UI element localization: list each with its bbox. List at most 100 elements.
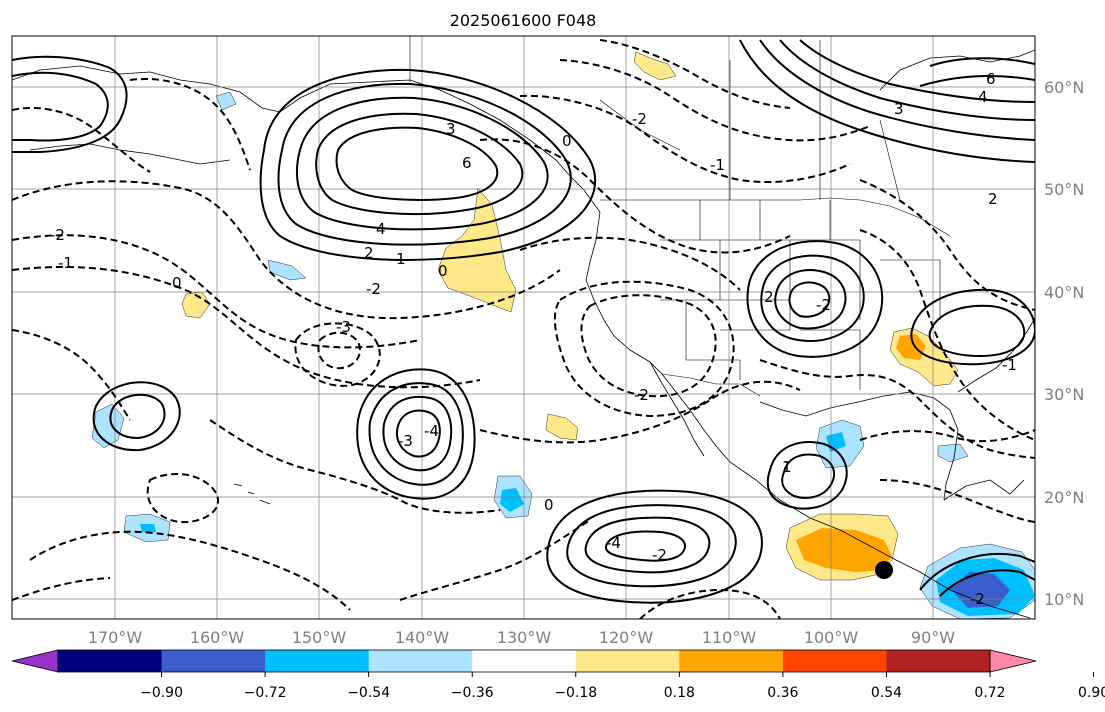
contour-label: -2 xyxy=(634,386,649,404)
colorbar-cells xyxy=(11,649,1037,673)
contour-neg-8 xyxy=(559,59,871,142)
contour-label: 2 xyxy=(764,288,774,306)
contour-neg-4 xyxy=(294,322,381,387)
contour-label: -2 xyxy=(652,546,667,564)
contour-high-gulf-alaska-3 xyxy=(295,96,549,231)
colorbar-cell xyxy=(368,650,473,672)
lon-tick-label: 130°W xyxy=(497,628,552,647)
contour-northeast-6 xyxy=(919,75,1035,87)
colorbar-tick-label: 0.36 xyxy=(767,685,798,701)
contour-neg-20 xyxy=(12,577,111,601)
shade-cyan-hawaii xyxy=(140,524,156,532)
contour-low-central-pacific-2 xyxy=(368,382,464,486)
shade-blue-central-pacific xyxy=(267,259,307,281)
contour-northeast-1 xyxy=(739,39,1035,163)
coastlines xyxy=(12,36,1035,619)
contour-neg-6 xyxy=(479,138,791,254)
lon-tick-label: 160°W xyxy=(190,628,245,647)
contour-label: 2 xyxy=(364,244,374,262)
contour-high-gulf-alaska-5 xyxy=(335,126,499,201)
solid-contours xyxy=(12,39,1035,604)
storm-center-dot xyxy=(875,561,893,579)
contour-label: -1 xyxy=(58,254,73,272)
contour-southeast-low xyxy=(910,288,1035,366)
contour-low-plains-1 xyxy=(746,240,884,358)
map-title: 2025061600 F048 xyxy=(450,11,597,30)
yucatan xyxy=(943,479,1025,501)
longitude-axis: 170°W 160°W 150°W 140°W 130°W 120°W 110°… xyxy=(88,628,955,647)
hawaii-islands xyxy=(233,483,271,505)
contour-neg-5 xyxy=(317,331,361,370)
lat-tick-label: 40°N xyxy=(1044,283,1084,302)
contour-label: 6 xyxy=(986,70,996,88)
contour-low-plains-4 xyxy=(788,281,831,318)
contour-neg-17 xyxy=(209,419,501,514)
colorbar-tick-label: −0.36 xyxy=(451,685,494,701)
map-area: 6 4 3 2 1 0 0 -1 -2 -2 -3 -3 -4 6 4 3 2 … xyxy=(12,36,1035,619)
contour-label: -4 xyxy=(424,422,439,440)
dashed-contours xyxy=(12,39,1035,619)
contour-label: -2 xyxy=(50,226,65,244)
contour-low-eastern-pacific-3 xyxy=(584,516,711,574)
contour-label: -2 xyxy=(366,280,381,298)
contour-label: 3 xyxy=(894,100,904,118)
contour-high-gulf-alaska-2 xyxy=(277,82,572,246)
contour-neg-3 xyxy=(12,266,481,389)
colorbar-cell xyxy=(472,650,577,672)
colorbar-extend-low xyxy=(11,649,59,673)
lat-tick-label: 10°N xyxy=(1044,590,1084,609)
contour-northeast-5 xyxy=(929,57,1035,67)
colorbar: −0.90 −0.72 −0.54 −0.36 −0.18 0.18 0.36 0.54 0.7… xyxy=(11,649,1105,701)
contour-low-eastern-pacific-2 xyxy=(566,504,737,588)
colorbar-tick-label: 0.72 xyxy=(974,685,1005,701)
contour-neg-18 xyxy=(146,473,220,524)
contour-neg-23 xyxy=(859,429,1035,443)
contour-label: -3 xyxy=(398,432,413,450)
map-frame xyxy=(11,35,1036,620)
contour-label: 4 xyxy=(376,220,386,238)
contour-label: 0 xyxy=(172,274,182,292)
lon-tick-label: 170°W xyxy=(88,628,143,647)
baja-mexico-coast xyxy=(661,373,1031,619)
contour-high-gulf-alaska-4 xyxy=(315,112,524,216)
lat-tick-label: 60°N xyxy=(1044,78,1084,97)
shade-yellow-gulf-alaska xyxy=(633,51,677,81)
lat-tick-label: 50°N xyxy=(1044,180,1084,199)
colorbar-tick-label: 0.90 xyxy=(1078,685,1105,701)
contour-northwest-1 xyxy=(12,55,128,153)
hudson-bay xyxy=(879,49,1035,91)
contour-southeast-low-2 xyxy=(928,304,1026,358)
shade-orange-southeast-us xyxy=(896,334,926,360)
baja-peninsula xyxy=(649,361,705,457)
contour-label: 0 xyxy=(562,132,572,150)
lat-tick-label: 30°N xyxy=(1044,385,1084,404)
contour-low-central-pacific-3 xyxy=(382,395,453,472)
colorbar-frame xyxy=(57,649,991,673)
contour-neg-2 xyxy=(12,234,421,349)
contour-neg-12 xyxy=(519,236,741,291)
us-west-coast xyxy=(585,211,663,375)
contour-high-gulf-alaska-1 xyxy=(259,68,596,261)
lon-tick-label: 110°W xyxy=(702,628,757,647)
colorbar-tick-label: −0.72 xyxy=(244,685,287,701)
contour-central-america-2 xyxy=(939,569,1035,597)
colorbar-cell xyxy=(161,650,266,672)
colorbar-cell xyxy=(575,650,680,672)
contour-neg-1 xyxy=(12,180,561,320)
contour-neg-16 xyxy=(479,380,801,444)
contour-central-america xyxy=(919,552,1035,591)
shade-yellow-baja xyxy=(545,413,579,441)
contour-label: 4 xyxy=(978,88,988,106)
contour-low-west-pacific-2 xyxy=(109,393,166,440)
latitude-axis: 10°N 20°N 30°N 40°N 50°N 60°N xyxy=(1044,78,1084,609)
colorbar-tick-label: −0.54 xyxy=(347,685,390,701)
contour-low-eastern-pacific-1 xyxy=(546,489,763,604)
contour-label: 0 xyxy=(544,496,554,514)
shading-layer xyxy=(91,51,1035,619)
contour-label: 0 xyxy=(438,262,448,280)
contour-low-plains-2 xyxy=(760,254,865,342)
contour-label: -4 xyxy=(606,534,621,552)
contour-low-gulf-mexico-2 xyxy=(781,453,836,499)
